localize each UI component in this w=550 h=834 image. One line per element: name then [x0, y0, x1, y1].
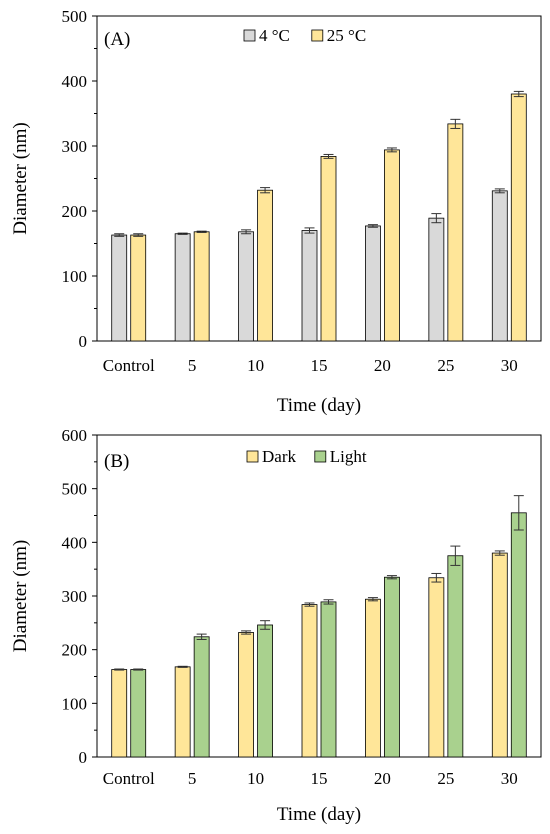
- legend-swatch: [311, 29, 324, 42]
- bar-4-c-20: [365, 225, 381, 342]
- y-tick-label: 400: [62, 72, 88, 91]
- panel-label: (B): [104, 451, 129, 472]
- bar-light-25: [447, 555, 464, 758]
- y-tick-label: 300: [62, 587, 88, 606]
- bar-25-c-control: [130, 234, 147, 342]
- x-tick-label: 5: [188, 769, 197, 788]
- y-tick-label: 300: [62, 137, 88, 156]
- y-tick-label: 500: [62, 7, 88, 26]
- y-tick-label: 100: [62, 694, 88, 713]
- x-tick-label: 30: [501, 769, 518, 788]
- plot-frame: [96, 15, 542, 342]
- legend: Dark Light: [246, 447, 367, 466]
- bar-light-15: [320, 601, 337, 758]
- bar-light-control: [130, 669, 147, 758]
- x-tick-label: 15: [311, 356, 328, 375]
- plot-frame: [96, 434, 542, 758]
- bar-25-c-25: [447, 123, 464, 342]
- y-tick-label: 200: [62, 202, 88, 221]
- bar-dark-25: [428, 577, 445, 758]
- legend-label: Dark: [262, 447, 296, 466]
- bar-25-c-15: [320, 155, 337, 342]
- bar-4-c-15: [301, 230, 318, 342]
- legend-swatch: [314, 450, 327, 463]
- y-tick-label: 400: [62, 533, 88, 552]
- bar-dark-control: [111, 669, 128, 758]
- chart-panel-b: 0 100 200 300 400 500 600 Control 5 10 15 20 25 30 Tim…: [10, 426, 542, 825]
- bar-4-c-5: [174, 233, 191, 342]
- bar-4-c-25: [428, 217, 445, 342]
- x-axis-title: Time (day): [277, 804, 361, 825]
- chart-panel-a: 0 100 200 300 400 500 Control 5 10 15 20 25 30 Time (…: [10, 7, 542, 416]
- x-tick-label: 25: [437, 769, 454, 788]
- bar-25-c-30: [510, 93, 527, 342]
- x-tick-label: 20: [374, 356, 391, 375]
- legend-swatch: [246, 450, 259, 463]
- bar-4-c-30: [491, 190, 508, 342]
- y-tick-label: 0: [79, 748, 88, 767]
- x-tick-label: 5: [188, 356, 197, 375]
- bar-25-c-20: [384, 149, 400, 342]
- bar-light-10: [257, 624, 273, 758]
- legend-label: Light: [330, 447, 367, 466]
- bar-dark-30: [491, 552, 508, 758]
- x-tick-label: 30: [501, 356, 518, 375]
- y-axis-title: Diameter (nm): [10, 540, 31, 652]
- y-tick-label: 600: [62, 426, 88, 445]
- bar-light-20: [384, 576, 400, 758]
- x-tick-label: 25: [437, 356, 454, 375]
- x-tick-label: Control: [103, 356, 155, 375]
- x-tick-label: Control: [103, 769, 155, 788]
- x-tick-label: 10: [247, 769, 264, 788]
- legend-swatch: [243, 29, 256, 42]
- bar-dark-20: [365, 598, 381, 758]
- y-tick-label: 500: [62, 480, 88, 499]
- x-tick-label: 15: [311, 769, 328, 788]
- legend: 4 °C 25 °C: [243, 26, 366, 45]
- bar-25-c-5: [193, 231, 210, 342]
- y-tick-label: 200: [62, 641, 88, 660]
- panel-label: (A): [104, 29, 130, 50]
- x-tick-label: 10: [247, 356, 264, 375]
- bar-4-c-control: [111, 234, 128, 342]
- bar-25-c-10: [257, 189, 273, 342]
- legend-label: 4 °C: [259, 26, 290, 45]
- y-tick-label: 100: [62, 267, 88, 286]
- bar-dark-15: [301, 604, 318, 758]
- bar-light-5: [193, 636, 210, 758]
- bar-4-c-10: [238, 231, 254, 342]
- x-tick-label: 20: [374, 769, 391, 788]
- y-axis-title: Diameter (nm): [10, 122, 31, 234]
- y-tick-label: 0: [79, 332, 88, 351]
- bar-dark-10: [238, 632, 254, 758]
- legend-label: 25 °C: [327, 26, 366, 45]
- bar-dark-5: [174, 666, 191, 758]
- x-axis-title: Time (day): [277, 395, 361, 416]
- bar-light-30: [510, 512, 527, 758]
